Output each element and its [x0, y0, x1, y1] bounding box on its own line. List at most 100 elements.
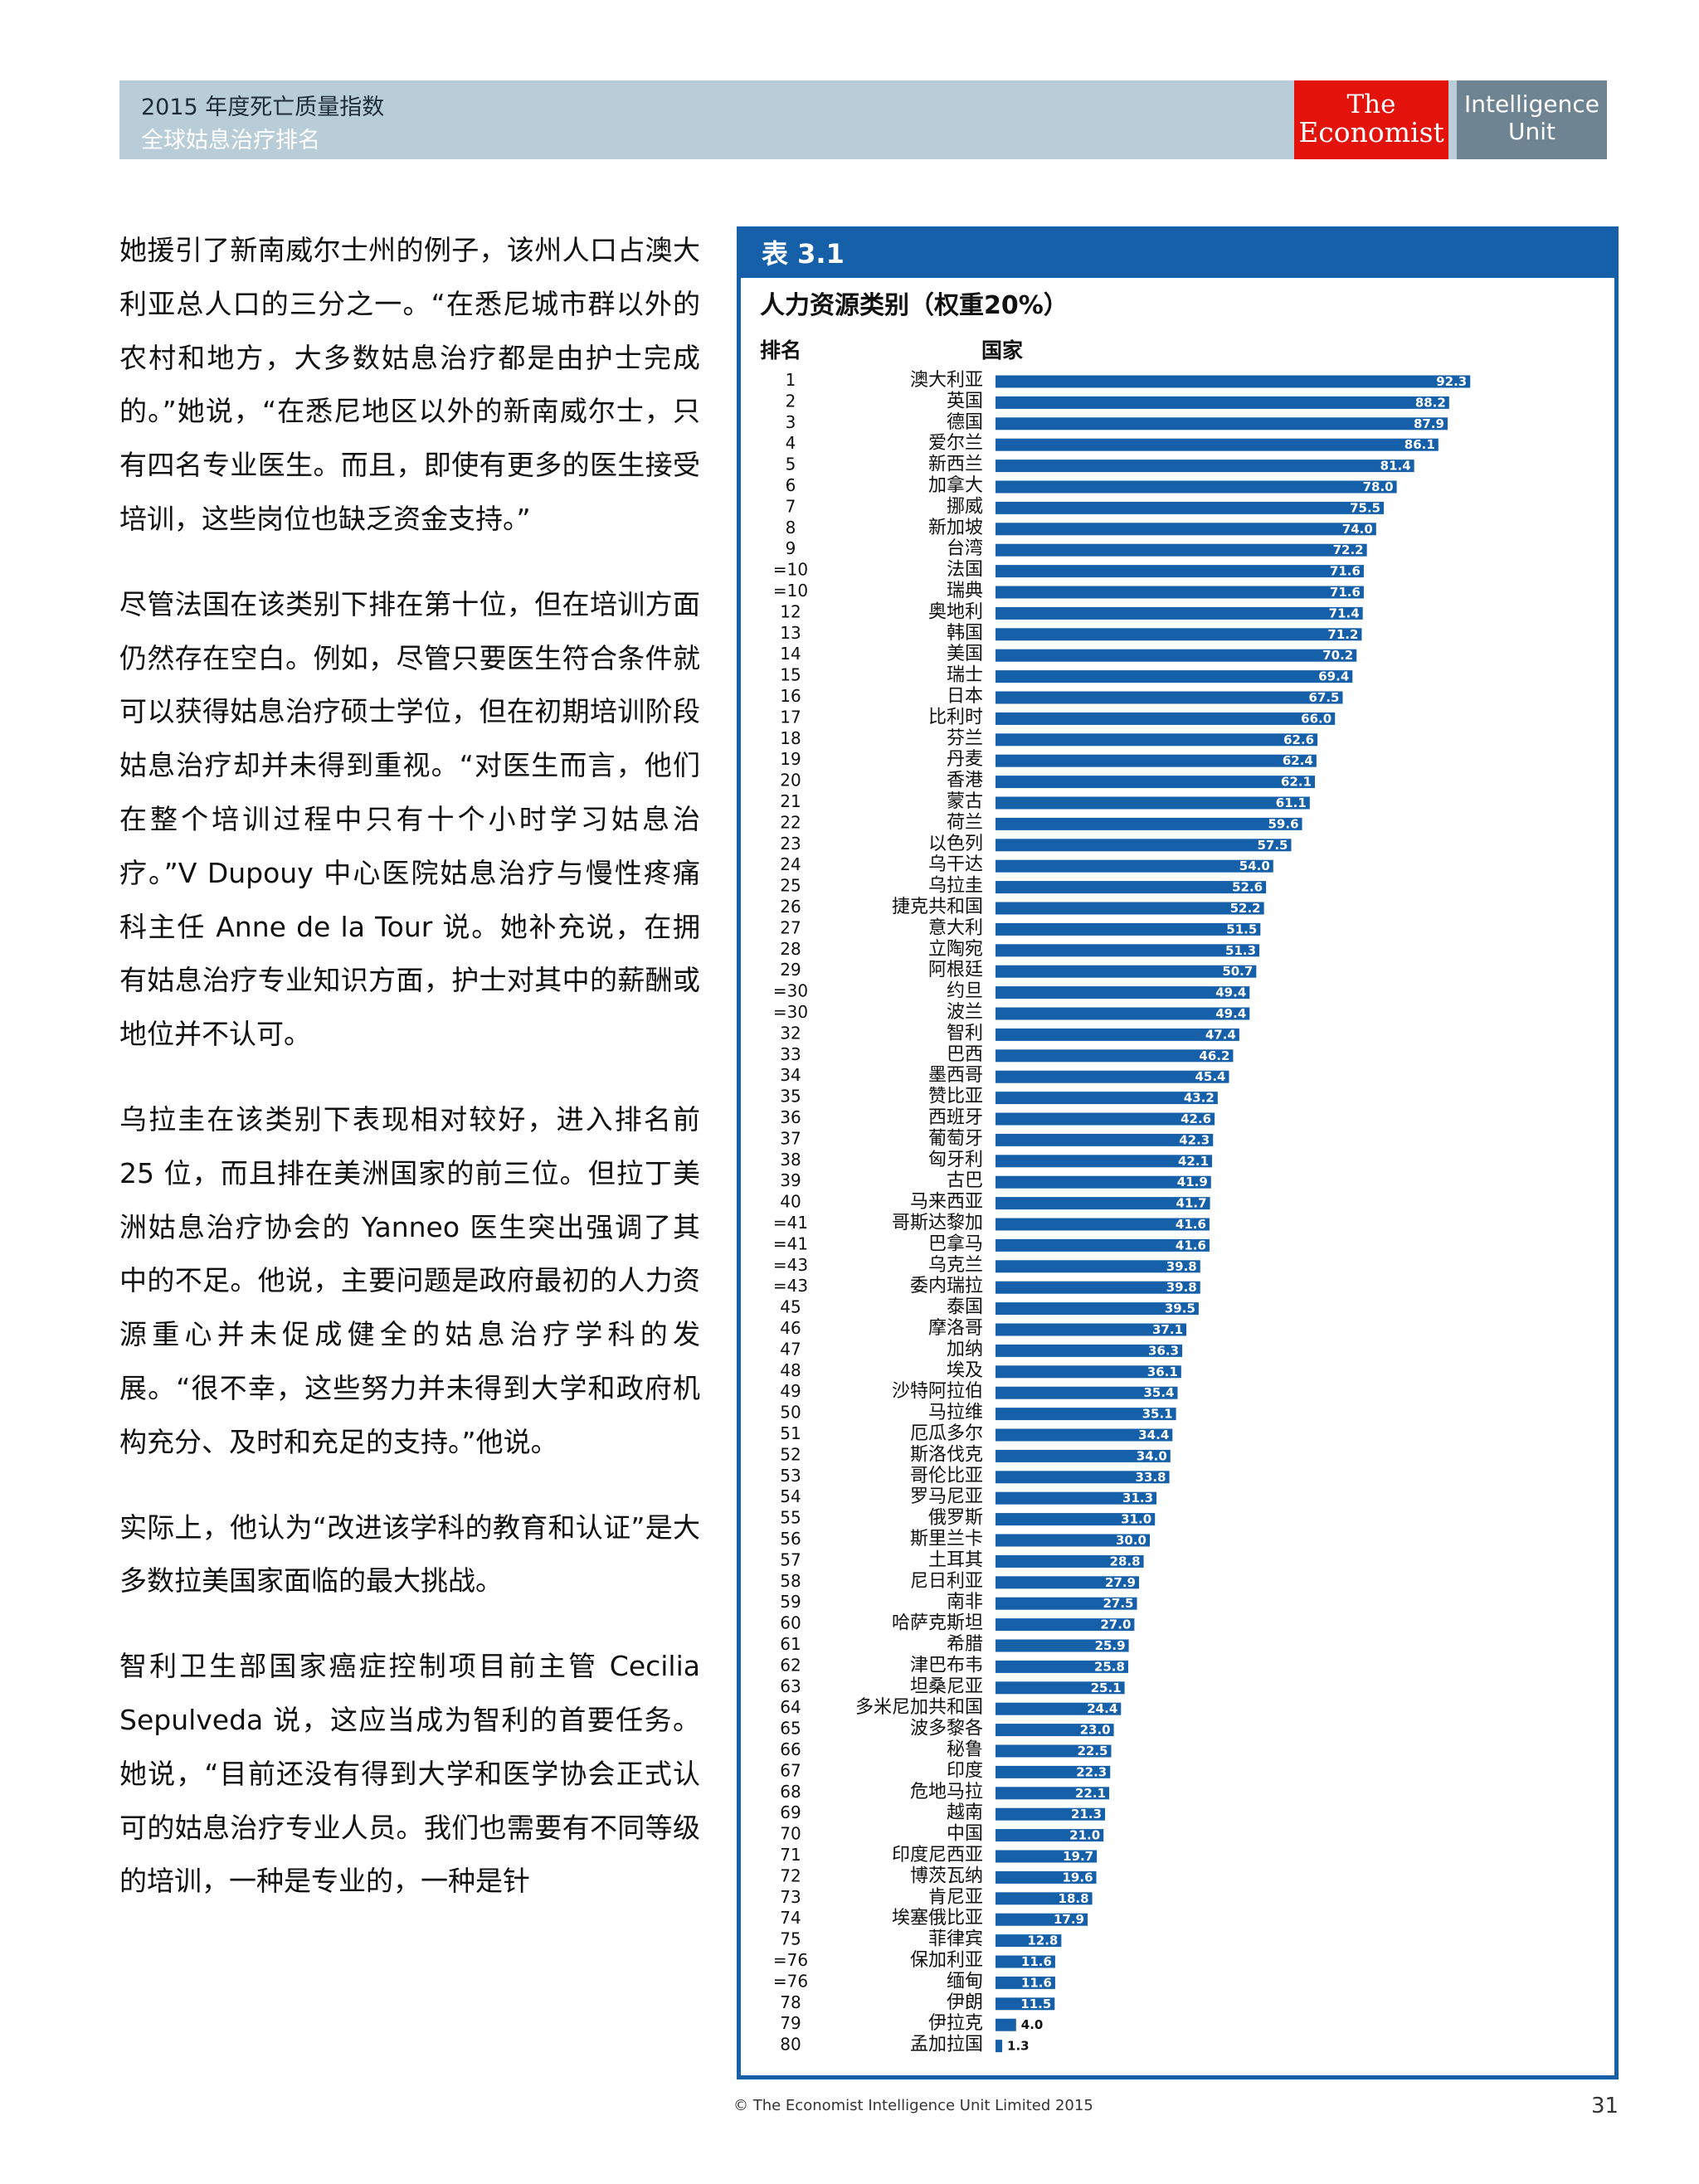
bar [996, 480, 1397, 494]
bar [996, 1218, 1210, 1231]
rank-label: 18 [780, 728, 801, 748]
bar [996, 670, 1353, 683]
rank-label: =41 [773, 1213, 808, 1233]
bar [996, 1386, 1178, 1399]
value-label: 59.6 [1268, 816, 1299, 831]
value-label: 36.3 [1148, 1343, 1179, 1358]
category-label: 丹麦 [947, 749, 983, 770]
category-label: 巴拿马 [928, 1233, 983, 1254]
rank-label: 25 [780, 876, 801, 896]
bar [996, 1765, 1111, 1778]
category-label: 孟加拉国 [910, 2035, 983, 2055]
bar [996, 712, 1336, 725]
value-label: 57.5 [1257, 838, 1288, 853]
bar [996, 1133, 1214, 1146]
bar [996, 902, 1264, 915]
value-label: 71.2 [1327, 627, 1358, 642]
rank-label: 65 [780, 1719, 801, 1739]
value-label: 41.9 [1177, 1175, 1208, 1189]
bar [996, 839, 1292, 852]
rank-label: 64 [780, 1697, 801, 1717]
rank-label: 63 [780, 1676, 801, 1696]
rank-label: =10 [773, 581, 808, 601]
category-label: 蒙古 [947, 791, 983, 812]
value-label: 49.4 [1215, 1006, 1246, 1021]
rank-label: =76 [773, 1971, 808, 1991]
bar [996, 944, 1260, 957]
rank-label: 38 [780, 1150, 801, 1170]
paragraph: 智利卫生部国家癌症控制项目前主管 Cecilia Sepulveda 说，这应当… [119, 1650, 700, 1898]
bar [996, 691, 1343, 704]
bar [996, 1049, 1234, 1063]
value-label: 42.3 [1179, 1132, 1210, 1147]
category-label: 俄罗斯 [928, 1508, 983, 1529]
value-label: 19.6 [1063, 1870, 1093, 1885]
value-label: 72.2 [1333, 542, 1364, 557]
value-label: 41.6 [1176, 1217, 1206, 1232]
bar [996, 965, 1257, 978]
category-label: 马来西亚 [910, 1192, 983, 1213]
rank-label: 47 [780, 1339, 801, 1359]
value-label: 43.2 [1184, 1091, 1215, 1106]
value-label: 62.1 [1281, 775, 1312, 790]
value-label: 47.4 [1205, 1027, 1236, 1042]
value-label: 28.8 [1110, 1554, 1141, 1569]
report-subtitle: 全球姑息治疗排名 [141, 128, 320, 153]
rank-label: 4 [786, 433, 796, 453]
report-title: 2015 年度死亡质量指数 [141, 95, 385, 120]
value-label: 11.6 [1021, 1954, 1052, 1969]
bar [996, 1955, 1055, 1968]
rank-label: =43 [773, 1255, 808, 1275]
category-label: 沙特阿拉伯 [892, 1381, 983, 1402]
category-label: 土耳其 [928, 1549, 983, 1570]
bar [996, 1408, 1176, 1421]
rank-label: 33 [780, 1044, 801, 1064]
category-label: 印度 [947, 1760, 983, 1781]
bar [996, 460, 1414, 473]
value-label: 81.4 [1380, 459, 1411, 474]
bar [996, 1112, 1215, 1126]
bar [996, 1428, 1173, 1442]
category-label: 马拉维 [928, 1403, 983, 1423]
bar [996, 733, 1318, 747]
bar [996, 1281, 1200, 1294]
category-label: 瑞典 [947, 581, 983, 601]
bar [996, 1660, 1128, 1673]
bar [996, 1997, 1055, 2011]
rank-label: =30 [773, 981, 808, 1001]
category-label: 罗马尼亚 [910, 1486, 983, 1507]
rank-label: 3 [786, 412, 796, 432]
category-label: 保加利亚 [910, 1950, 983, 1971]
bar [996, 817, 1302, 830]
economist-logo-line2: Economist [1298, 116, 1444, 148]
value-label: 23.0 [1080, 1723, 1111, 1738]
rank-label: 71 [780, 1845, 801, 1865]
bar [996, 776, 1316, 789]
rank-label: 29 [780, 960, 801, 980]
category-label: 印度尼西亚 [892, 1845, 983, 1865]
category-label: 斯里兰卡 [910, 1529, 983, 1549]
bar [996, 1238, 1210, 1252]
rank-label: 16 [780, 686, 801, 706]
bar [996, 1976, 1055, 1989]
rank-label: 58 [780, 1571, 801, 1591]
bar [996, 649, 1357, 662]
bar [996, 1576, 1139, 1589]
value-label: 41.7 [1176, 1196, 1207, 1211]
bar [996, 543, 1367, 557]
value-label: 61.1 [1276, 795, 1307, 810]
value-label: 25.8 [1094, 1659, 1125, 1674]
paragraph: 实际上，他认为“改进该学科的教育和认证”是大多数拉美国家面临的最大挑战。 [119, 1510, 700, 1598]
bar [996, 922, 1261, 936]
rank-label: 8 [786, 518, 796, 537]
category-label: 比利时 [928, 707, 983, 727]
value-label: 52.2 [1230, 901, 1261, 916]
eiu-logo: Intelligence Unit [1457, 80, 1607, 159]
bar-chart: 人力资源类别（权重20%） 排名 国家 1 澳大利亚 92.3 2 英国 88.2 3 德国 8… [760, 291, 1471, 2055]
bar [996, 1618, 1135, 1632]
value-label: 69.4 [1318, 669, 1349, 684]
value-label: 37.1 [1152, 1322, 1183, 1337]
paragraph: 尽管法国在该类别下排在第十位，但在培训方面仍然存在空白。例如，尽管只要医生符合条… [119, 587, 700, 1051]
value-label: 62.4 [1283, 753, 1313, 768]
rank-label: 55 [780, 1508, 801, 1528]
